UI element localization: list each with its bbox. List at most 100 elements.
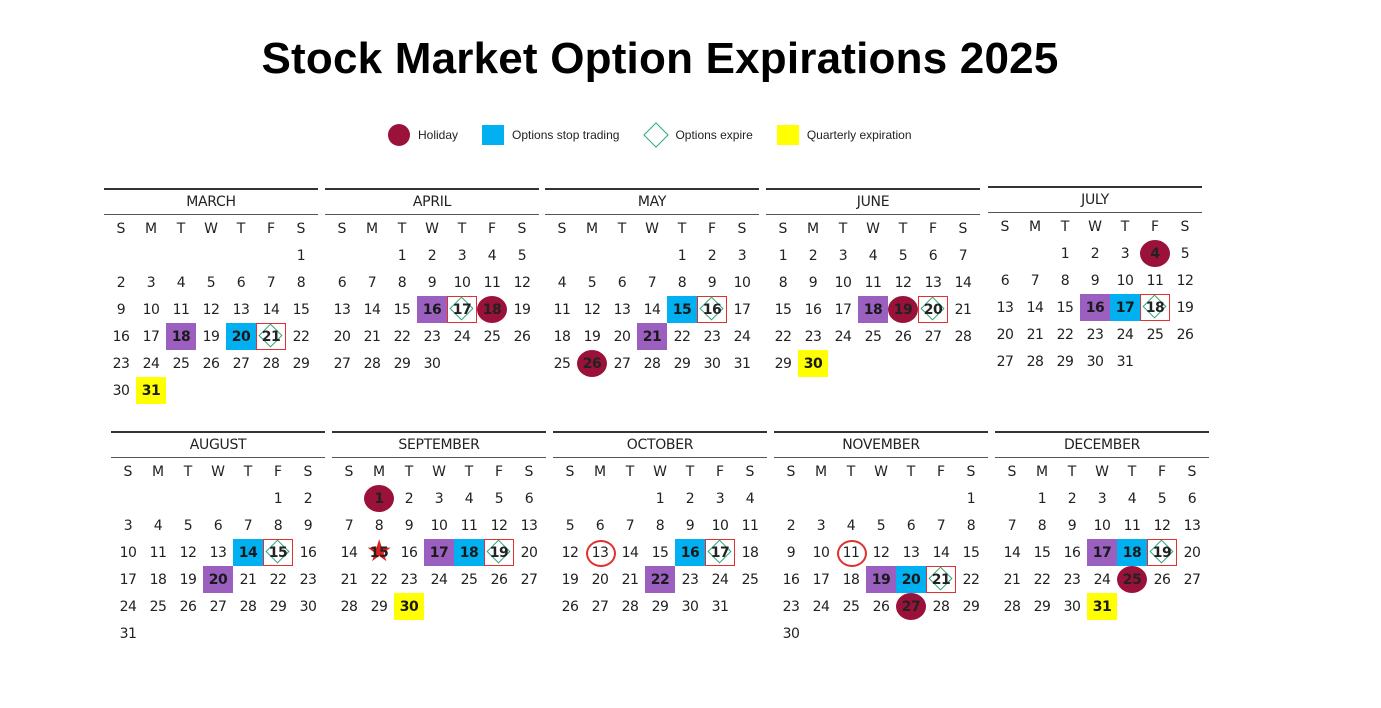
day-cell: 8 bbox=[645, 512, 675, 539]
empty-cell bbox=[926, 485, 956, 512]
weekday-label: W bbox=[874, 463, 888, 480]
day-cell: 7 bbox=[233, 512, 263, 539]
day-cell-quarter: 30 bbox=[394, 593, 424, 620]
weekday-label: S bbox=[524, 463, 534, 480]
day-number: 19 bbox=[489, 544, 509, 561]
day-number: 21 bbox=[621, 571, 639, 588]
day-cell: 5 bbox=[866, 512, 896, 539]
month-november: NOVEMBER S M T W T F S 1 2 3 4 5 6 7 8 9 10 11 12 13 14 15 16 17… bbox=[774, 431, 988, 647]
day-cell: 7 bbox=[256, 269, 286, 296]
weekday-label: M bbox=[585, 220, 599, 237]
weekday-label: F bbox=[715, 463, 725, 480]
day-number: 4 bbox=[153, 517, 163, 534]
day-number: 6 bbox=[595, 517, 605, 534]
day-number: 7 bbox=[266, 274, 276, 291]
weekday-label: T bbox=[397, 220, 407, 237]
day-number: 4 bbox=[176, 274, 186, 291]
day-cell-quarter: 30 bbox=[798, 350, 828, 377]
day-cell: 6 bbox=[203, 512, 233, 539]
month-name: AUGUST bbox=[111, 431, 325, 458]
legend-label: Quarterly expiration bbox=[806, 128, 912, 142]
day-number: 25 bbox=[460, 571, 478, 588]
day-number: 6 bbox=[906, 517, 916, 534]
weekday-label: T bbox=[1060, 218, 1070, 235]
expire-diamond-icon bbox=[643, 122, 670, 148]
day-cell: 28 bbox=[997, 593, 1027, 620]
legend: Holiday Options stop trading Options expir… bbox=[388, 122, 936, 148]
day-cell: 12 bbox=[484, 512, 514, 539]
day-number: 7 bbox=[647, 274, 657, 291]
day-number: 22 bbox=[292, 328, 310, 345]
day-number: 1 bbox=[778, 247, 788, 264]
weekday-label: S bbox=[1187, 463, 1197, 480]
day-number: 22 bbox=[673, 328, 691, 345]
month-name: OCTOBER bbox=[553, 431, 767, 458]
day-number: 9 bbox=[1090, 272, 1100, 289]
day-number: 3 bbox=[838, 247, 848, 264]
day-number: 8 bbox=[1060, 272, 1070, 289]
day-number: 23 bbox=[681, 571, 699, 588]
day-number: 1 bbox=[397, 247, 407, 264]
day-cell: 13 bbox=[203, 539, 233, 566]
day-number: 26 bbox=[513, 328, 531, 345]
day-cell: 31 bbox=[1110, 348, 1140, 375]
day-number: 11 bbox=[1123, 517, 1141, 534]
day-number: 26 bbox=[872, 598, 890, 615]
day-number: 10 bbox=[834, 274, 852, 291]
day-number: 11 bbox=[553, 301, 571, 318]
day-number: 11 bbox=[741, 517, 759, 534]
day-cell: 21 bbox=[233, 566, 263, 593]
weekday-label: T bbox=[243, 463, 253, 480]
day-cell: 21 bbox=[334, 566, 364, 593]
day-cell: 8 bbox=[263, 512, 293, 539]
month-october: OCTOBER S M T W T F S 1 2 3 4 5 6 7 8 9 10 11 12 13 14 15 16 17 1… bbox=[553, 431, 767, 620]
day-number: 14 bbox=[363, 301, 381, 318]
day-number: 31 bbox=[733, 355, 751, 372]
day-number: 11 bbox=[842, 544, 860, 561]
day-number: 3 bbox=[737, 247, 747, 264]
day-number: 3 bbox=[457, 247, 467, 264]
day-cell: 1 bbox=[1050, 240, 1080, 267]
day-number: 22 bbox=[370, 571, 388, 588]
month-march: MARCH S M T W T F S 1 2 3 4 5 6 7 8 9 10 11 12 13 14 15 16 17 18 1… bbox=[104, 188, 318, 404]
day-number: 18 bbox=[863, 301, 883, 318]
day-number: 15 bbox=[1033, 544, 1051, 561]
weekday-label: M bbox=[593, 463, 607, 480]
month-july: JULY S M T W T F S 1 2 3 4 5 6 7 8 9 10 11 12 13 14 15 16 17 18 19… bbox=[988, 186, 1202, 375]
day-cell: 12 bbox=[1147, 512, 1177, 539]
day-number: 16 bbox=[299, 544, 317, 561]
day-number: 13 bbox=[591, 544, 609, 561]
day-cell: 23 bbox=[1080, 321, 1110, 348]
weekday-label: W bbox=[645, 220, 659, 237]
day-number: 5 bbox=[565, 517, 575, 534]
empty-cell bbox=[113, 485, 143, 512]
day-number: 8 bbox=[296, 274, 306, 291]
day-cell: 26 bbox=[1147, 566, 1177, 593]
day-number: 26 bbox=[561, 598, 579, 615]
day-cell: 21 bbox=[1020, 321, 1050, 348]
day-cell: 4 bbox=[735, 485, 765, 512]
day-cell: 8 bbox=[768, 269, 798, 296]
day-number: 18 bbox=[171, 328, 191, 345]
day-cell-quarter: 31 bbox=[136, 377, 166, 404]
empty-cell bbox=[357, 242, 387, 269]
weekday-label: T bbox=[236, 220, 246, 237]
day-cell-holiday: 25 bbox=[1117, 566, 1147, 593]
day-number: 10 bbox=[711, 517, 729, 534]
day-number: 30 bbox=[423, 355, 441, 372]
month-name: APRIL bbox=[325, 188, 539, 215]
day-number: 12 bbox=[583, 301, 601, 318]
weekday-label: F bbox=[273, 463, 283, 480]
empty-cell bbox=[106, 242, 136, 269]
day-cell-stop: 20 bbox=[896, 566, 926, 593]
day-cell: 27 bbox=[585, 593, 615, 620]
day-number: 4 bbox=[846, 517, 856, 534]
day-cell: 17 bbox=[806, 566, 836, 593]
day-number: 22 bbox=[650, 571, 670, 588]
day-number: 24 bbox=[812, 598, 830, 615]
day-number: 5 bbox=[587, 274, 597, 291]
